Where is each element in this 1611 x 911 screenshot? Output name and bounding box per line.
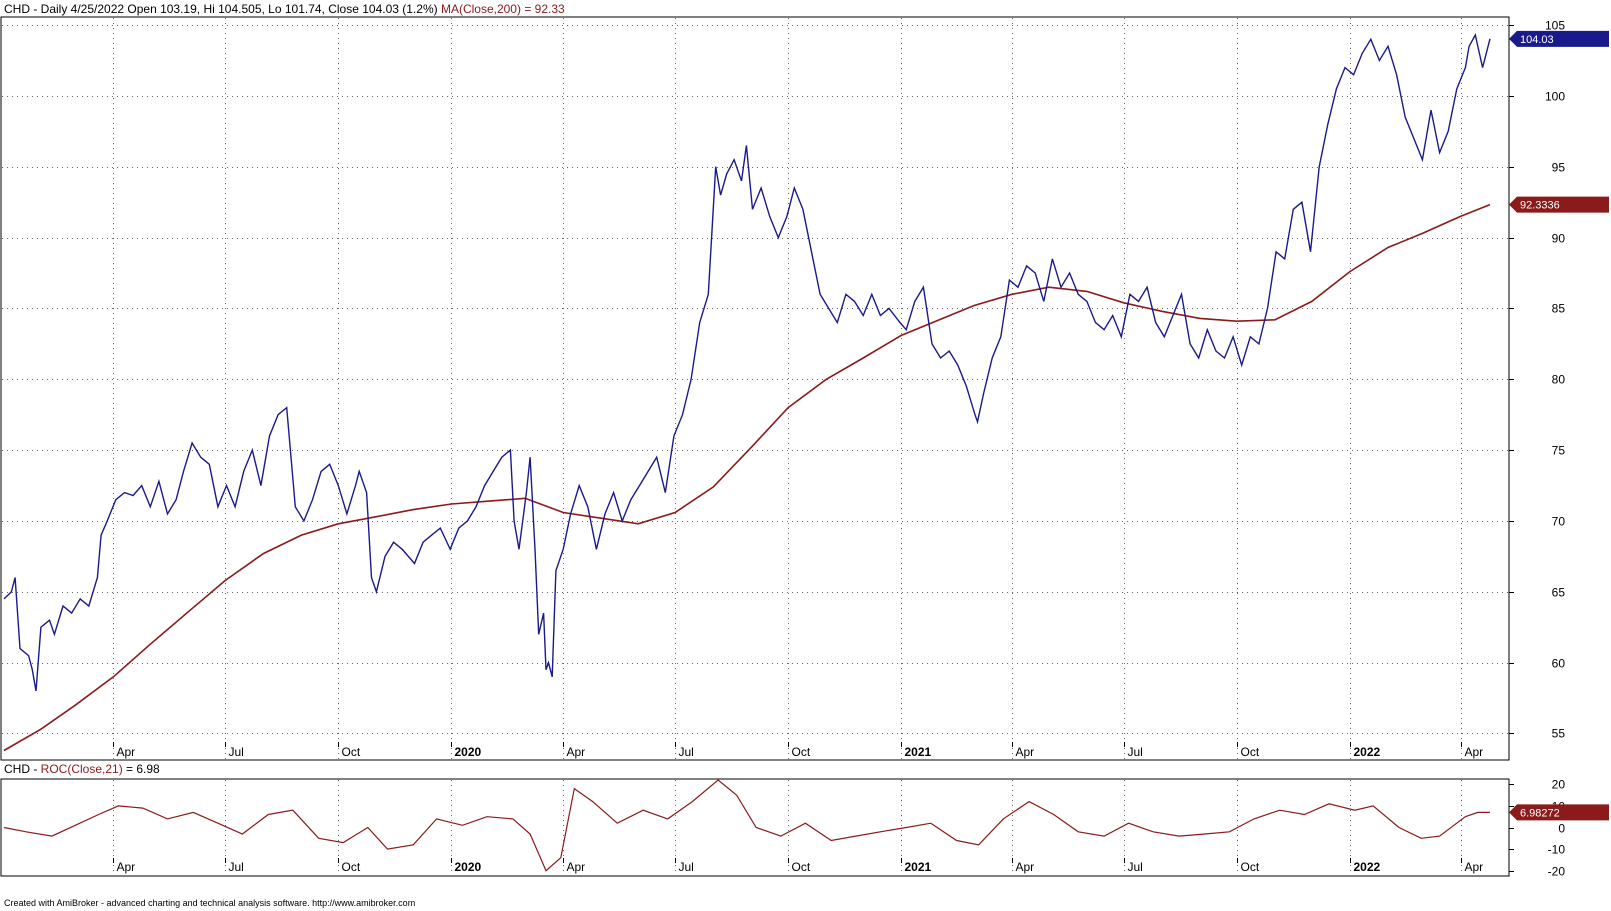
roc-header-value: = 6.98 bbox=[122, 762, 160, 776]
x-tick-label: Jul bbox=[229, 860, 244, 874]
x-tick-label: Jul bbox=[229, 745, 244, 759]
x-tick-label: Apr bbox=[117, 745, 136, 759]
ma-200-line bbox=[3, 203, 1491, 752]
x-tick-label: Jul bbox=[679, 860, 694, 874]
ma-legend-text: MA(Close,200) = 92.33 bbox=[440, 2, 565, 16]
price-line bbox=[3, 33, 1491, 692]
x-tick-label: 2022 bbox=[1354, 745, 1381, 759]
price-y-axis: 55 60 65 70 75 80 85 90 95 100 105 bbox=[1509, 19, 1565, 741]
x-tick-label: Jul bbox=[1128, 860, 1143, 874]
x-tick-label: Apr bbox=[1016, 860, 1035, 874]
ma-last-value-tag: 92.3336 bbox=[1509, 196, 1609, 213]
roc-line bbox=[3, 779, 1490, 872]
roc-x-axis: Apr Jul Oct 2020 Apr Jul Oct 2021 Apr Jul Oct 2022 A… bbox=[113, 858, 1484, 874]
price-x-axis: Apr Jul Oct 2020 Apr Jul Oct 2021 Apr Jul Oct 2022 A… bbox=[113, 742, 1484, 759]
x-tick-label: Jul bbox=[1128, 745, 1143, 759]
x-tick-label: 2020 bbox=[455, 745, 482, 759]
price-header-text: CHD - Daily 4/25/2022 Open 103.19, Hi 10… bbox=[4, 2, 438, 16]
price-y-tick-label: 80 bbox=[1552, 373, 1566, 387]
roc-y-tick-label: -10 bbox=[1548, 843, 1566, 857]
price-pane-frame bbox=[0, 16, 1510, 761]
x-tick-label: 2021 bbox=[905, 745, 932, 759]
x-tick-label: Apr bbox=[1465, 860, 1484, 874]
price-y-tick-label: 105 bbox=[1545, 19, 1565, 33]
price-grid bbox=[2, 18, 1508, 759]
price-y-tick-label: 85 bbox=[1552, 302, 1566, 316]
price-y-tick-label: 65 bbox=[1552, 586, 1566, 600]
x-tick-label: 2021 bbox=[905, 860, 932, 874]
x-tick-label: Apr bbox=[567, 860, 586, 874]
x-tick-label: Apr bbox=[1016, 745, 1035, 759]
roc-legend-text: ROC(Close,21) bbox=[40, 762, 123, 776]
price-y-tick-label: 75 bbox=[1552, 444, 1566, 458]
x-tick-label: Oct bbox=[1241, 860, 1260, 874]
roc-y-tick-label: 0 bbox=[1558, 822, 1565, 836]
price-last-value-label: 104.03 bbox=[1520, 34, 1554, 46]
price-y-tick-label: 100 bbox=[1545, 90, 1565, 104]
ma-last-value-label: 92.3336 bbox=[1520, 200, 1560, 212]
roc-pane-frame bbox=[0, 778, 1510, 877]
footer-credit: Created with AmiBroker - advanced charti… bbox=[4, 898, 416, 908]
price-y-tick-label: 95 bbox=[1552, 161, 1566, 175]
x-tick-label: Oct bbox=[342, 860, 361, 874]
x-tick-label: 2022 bbox=[1354, 860, 1381, 874]
x-tick-label: Apr bbox=[567, 745, 586, 759]
price-last-value-tag: 104.03 bbox=[1509, 30, 1609, 47]
roc-last-value-label: 6.98272 bbox=[1520, 807, 1560, 819]
roc-y-axis: 20100-10-20 bbox=[1509, 778, 1565, 879]
x-tick-label: Jul bbox=[679, 745, 694, 759]
x-tick-label: 2020 bbox=[455, 860, 482, 874]
x-tick-label: Oct bbox=[342, 745, 361, 759]
price-pane-header: CHD - Daily 4/25/2022 Open 103.19, Hi 10… bbox=[4, 2, 565, 16]
price-y-tick-label: 90 bbox=[1552, 232, 1566, 246]
roc-pane-header: CHD - ROC(Close,21) = 6.98 bbox=[4, 762, 160, 776]
price-y-tick-label: 70 bbox=[1552, 515, 1566, 529]
price-y-tick-label: 55 bbox=[1552, 727, 1566, 741]
x-tick-label: Apr bbox=[1465, 745, 1484, 759]
x-tick-label: Apr bbox=[117, 860, 136, 874]
x-tick-label: Oct bbox=[792, 860, 811, 874]
roc-y-tick-label: 20 bbox=[1552, 778, 1566, 792]
x-tick-label: Oct bbox=[792, 745, 811, 759]
price-y-tick-label: 60 bbox=[1552, 657, 1566, 671]
roc-y-tick-label: -20 bbox=[1548, 865, 1566, 879]
roc-grid bbox=[113, 780, 1462, 875]
roc-last-value-tag: 6.98272 bbox=[1509, 804, 1609, 821]
roc-header-prefix: CHD - bbox=[4, 762, 41, 776]
x-tick-label: Oct bbox=[1241, 745, 1260, 759]
